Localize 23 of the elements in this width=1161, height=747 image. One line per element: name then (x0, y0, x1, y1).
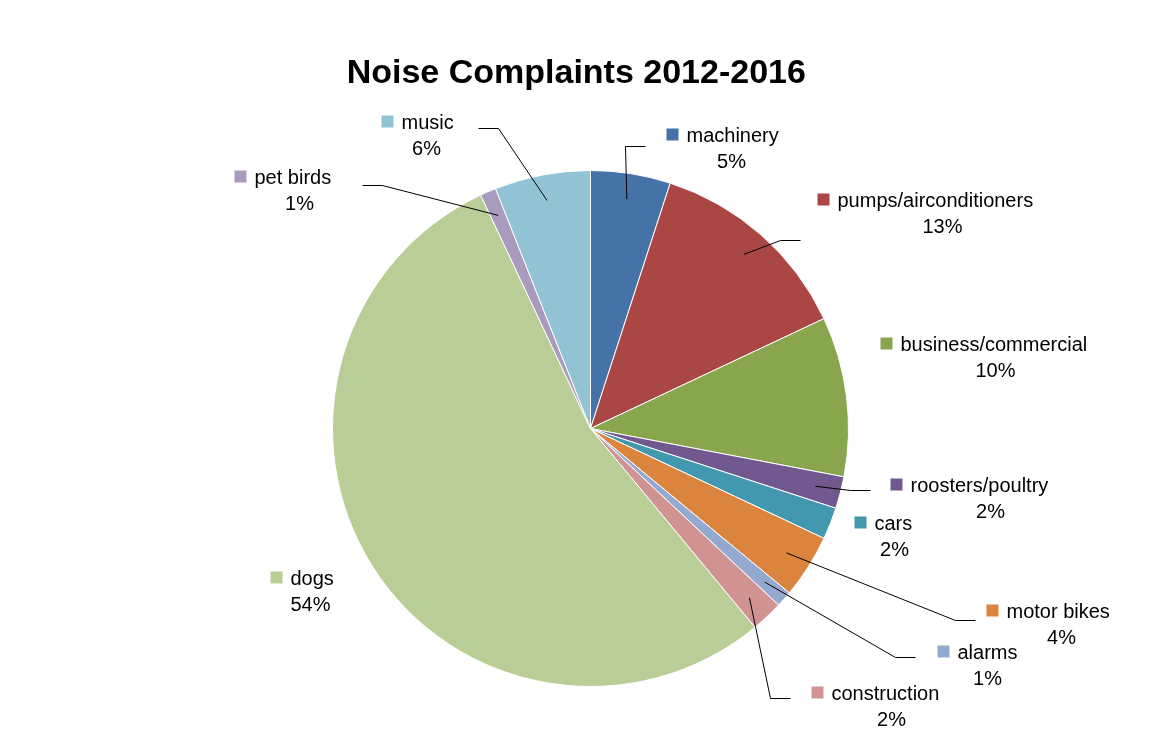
legend-label: motor bikes (1006, 599, 1110, 622)
legend-label: cars (874, 511, 913, 534)
legend-label: alarms (957, 640, 1018, 663)
legend-label: dogs (290, 566, 334, 589)
data-label: 2% (976, 499, 1006, 522)
legend-label: music (401, 110, 454, 133)
data-label: 2% (880, 537, 910, 560)
data-label: 5% (717, 149, 747, 172)
data-label: 1% (285, 191, 315, 214)
data-label: 10% (975, 358, 1016, 381)
data-label: 4% (1047, 625, 1077, 648)
legend-label: pet birds (254, 165, 332, 188)
legend-label: construction (831, 681, 940, 704)
legend-label: pumps/airconditioners (837, 188, 1034, 211)
legend-label: machinery (686, 123, 779, 146)
legend-label: roosters/poultry (910, 473, 1049, 496)
data-label: 13% (922, 214, 963, 237)
data-label: 6% (412, 136, 442, 159)
chart-title: Noise Complaints 2012-2016 (346, 51, 806, 90)
legend-label: business/commercial (900, 332, 1088, 355)
data-label: 1% (973, 666, 1003, 689)
data-label: 54% (290, 592, 331, 615)
data-label: 2% (877, 707, 907, 730)
